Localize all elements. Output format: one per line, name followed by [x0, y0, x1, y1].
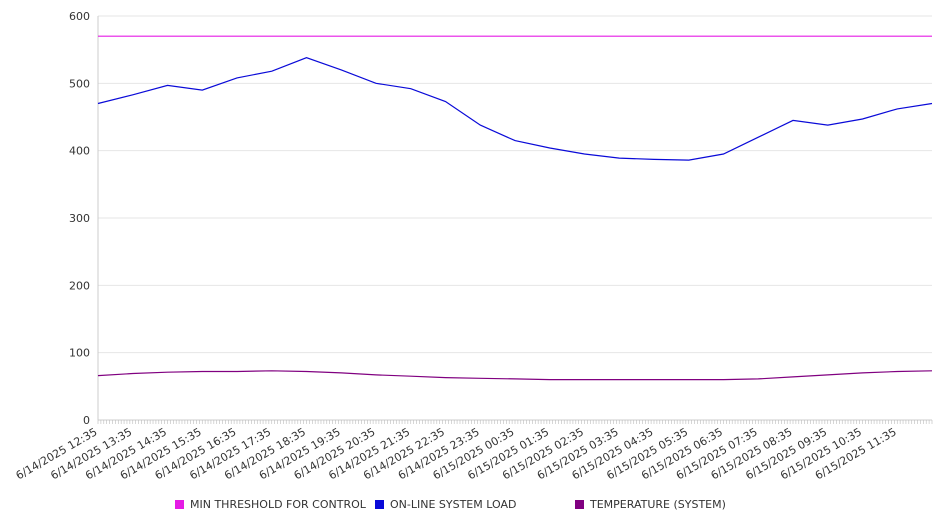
series-system-load — [97, 57, 933, 161]
legend-item-temperature[interactable]: TEMPERATURE (SYSTEM) — [575, 498, 726, 511]
legend-swatch-system-load — [375, 500, 384, 509]
series-lines — [97, 35, 933, 381]
y-tick-label: 300 — [69, 212, 90, 225]
x-tick-labels: 6/14/2025 12:356/14/2025 13:356/14/2025 … — [14, 425, 899, 482]
y-tick-labels: 0 100 200 300 400 500 600 — [69, 10, 90, 427]
y-tick-label: 600 — [69, 10, 90, 23]
legend-label-temperature: TEMPERATURE (SYSTEM) — [590, 498, 726, 511]
legend-label-system-load: ON-LINE SYSTEM LOAD — [390, 498, 517, 511]
series-temperature — [97, 370, 933, 381]
legend-item-system-load[interactable]: ON-LINE SYSTEM LOAD — [375, 498, 516, 511]
legend-label-min-threshold: MIN THRESHOLD FOR CONTROL — [190, 498, 366, 511]
legend-item-min-threshold[interactable]: MIN THRESHOLD FOR CONTROL — [175, 498, 366, 511]
y-tick-label: 0 — [83, 414, 90, 427]
y-tick-label: 400 — [69, 145, 90, 158]
axes — [97, 16, 933, 424]
legend-swatch-min-threshold — [175, 500, 184, 509]
legend-swatch-temperature — [575, 500, 584, 509]
y-tick-label: 500 — [69, 77, 90, 90]
y-tick-label: 100 — [69, 347, 90, 360]
gridlines — [98, 15, 932, 354]
legend: MIN THRESHOLD FOR CONTROL ON-LINE SYSTEM… — [0, 498, 946, 514]
y-tick-label: 200 — [69, 279, 90, 292]
